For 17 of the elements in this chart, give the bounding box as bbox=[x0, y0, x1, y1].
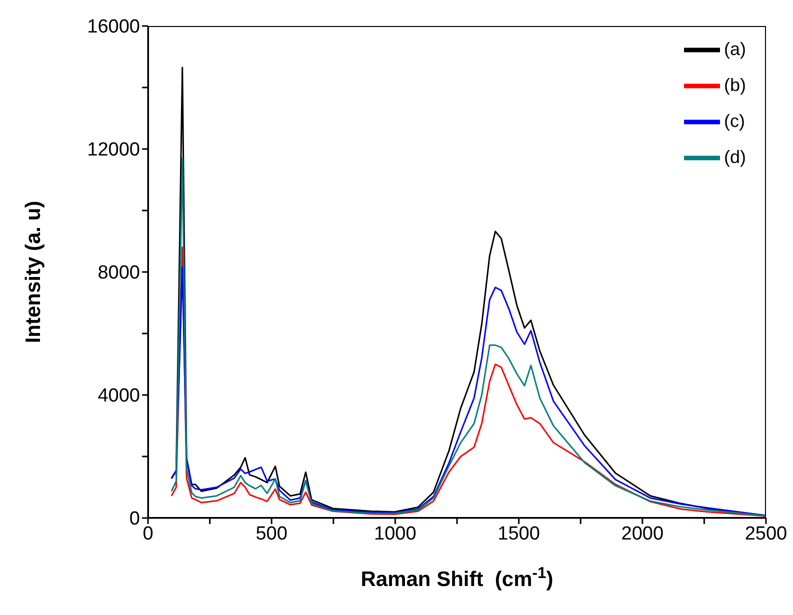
x-tick-label: 2500 bbox=[744, 523, 788, 544]
x-tick-label: 2000 bbox=[621, 523, 664, 544]
y-tick-label: 0 bbox=[129, 508, 140, 530]
legend-label: (c) bbox=[724, 110, 745, 131]
x-tick-label: 0 bbox=[142, 523, 154, 544]
y-axis-title: Intensity (a. u) bbox=[22, 200, 45, 344]
x-axis-title: Raman Shift (cm$^{-1}$) bbox=[360, 564, 554, 591]
x-tick-label: 1500 bbox=[498, 523, 540, 544]
legend-label: (d) bbox=[724, 146, 746, 167]
x-tick-label: 500 bbox=[256, 523, 288, 544]
y-tick-label: 12000 bbox=[87, 140, 140, 161]
legend-label: (a) bbox=[724, 38, 746, 59]
y-tick-label: 4000 bbox=[98, 386, 140, 407]
x-tick-label: 1000 bbox=[374, 523, 416, 544]
legend-label: (b) bbox=[724, 74, 746, 95]
y-tick-label: 16000 bbox=[87, 16, 140, 38]
y-tick-label: 8000 bbox=[98, 262, 140, 284]
